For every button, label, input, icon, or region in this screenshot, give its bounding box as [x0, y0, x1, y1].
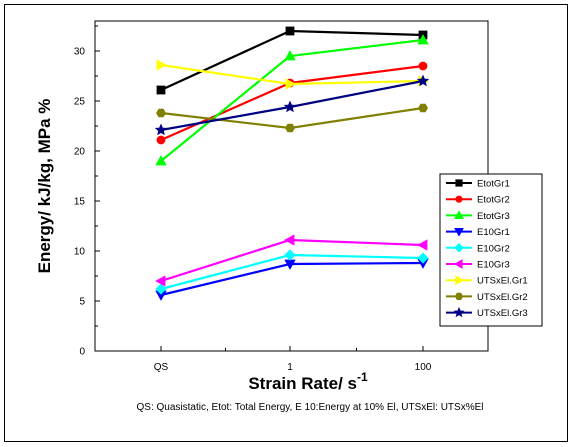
legend-item: EtotGr3	[446, 210, 510, 222]
data-point-marker	[417, 239, 428, 251]
x-tick-label: 100	[415, 362, 432, 373]
legend-item: UTSxEl.Gr1	[446, 275, 528, 287]
x-tick-label: 1	[287, 362, 293, 373]
data-point-marker	[155, 155, 167, 166]
y-tick-label: 5	[79, 297, 85, 308]
y-tick-label: 30	[74, 47, 86, 58]
data-point-marker	[285, 78, 296, 90]
legend-label: E10Gr1	[477, 227, 510, 238]
legend-label: UTSxEl.Gr1	[477, 276, 528, 287]
legend-item: E10Gr1	[446, 227, 510, 238]
series-utsxel-gr1	[156, 59, 429, 90]
legend-label: UTSxEl.Gr3	[477, 308, 528, 319]
legend-label: E10Gr3	[477, 260, 510, 271]
legend-label: EtotGr3	[477, 211, 510, 222]
data-point-marker	[155, 283, 167, 295]
data-point-marker	[416, 74, 430, 87]
legend-item: EtotGr2	[446, 195, 510, 206]
data-point-marker	[418, 103, 428, 113]
data-point-marker	[285, 123, 295, 133]
data-point-marker	[285, 26, 295, 36]
plot-area	[94, 20, 489, 352]
data-point-marker	[284, 249, 296, 261]
footnote: QS: Quasistatic, Etot: Total Energy, E 1…	[137, 402, 484, 413]
y-tick-label: 15	[74, 197, 86, 208]
y-axis-title: Energy/ kJ/kg, MPa %	[35, 99, 54, 274]
data-point-marker	[453, 259, 463, 269]
series-utsxel-gr2	[156, 103, 428, 133]
data-point-marker	[454, 292, 464, 301]
y-tick-label: 20	[74, 147, 86, 158]
x-tick-label: QS	[154, 362, 169, 373]
y-axis: 0 5 10 15 20 25 30	[74, 25, 100, 358]
series-layer	[154, 26, 430, 301]
data-point-marker	[417, 252, 429, 264]
data-point-marker	[417, 34, 429, 45]
x-axis-title-text: Strain Rate/ s	[248, 374, 357, 393]
legend-label: UTSxEl.Gr2	[477, 292, 528, 303]
data-point-marker	[154, 123, 168, 136]
legend-label: EtotGr1	[477, 179, 510, 190]
data-point-marker	[455, 179, 463, 187]
data-point-marker	[284, 234, 295, 246]
data-point-marker	[455, 275, 465, 286]
legend-label: EtotGr2	[477, 195, 510, 206]
series-e10gr1	[155, 258, 429, 301]
data-point-marker	[454, 227, 464, 237]
series-utsxel-gr3	[154, 74, 430, 136]
series-e10gr3	[155, 234, 428, 287]
legend-item: UTSxEl.Gr2	[446, 292, 528, 303]
y-tick-label: 10	[74, 247, 86, 258]
legend-item: UTSxEl.Gr3	[446, 306, 528, 319]
data-point-marker	[455, 195, 463, 203]
y-tick-label: 25	[74, 97, 86, 108]
series-etotgr3	[155, 34, 429, 166]
legend-label: E10Gr2	[477, 243, 510, 254]
data-point-marker	[156, 108, 166, 118]
data-point-marker	[156, 85, 166, 95]
legend-item: EtotGr1	[446, 179, 510, 190]
data-point-marker	[454, 243, 464, 253]
data-point-marker	[454, 210, 464, 220]
legend-item: E10Gr3	[446, 259, 510, 271]
legend-item: E10Gr2	[446, 243, 510, 254]
data-point-marker	[284, 50, 296, 61]
data-point-marker	[156, 59, 167, 71]
x-axis: QS 1 100	[154, 346, 432, 373]
x-axis-title: Strain Rate/ s-1	[248, 370, 368, 393]
data-point-marker	[453, 306, 465, 318]
series-e10gr2	[155, 249, 429, 295]
y-tick-label: 0	[79, 347, 85, 358]
data-point-marker	[283, 100, 297, 113]
legend-items: EtotGr1 EtotGr2 EtotGr3 E10Gr1 E10Gr2 E10Gr3 U…	[446, 179, 528, 319]
x-axis-title-exponent: -1	[357, 370, 368, 384]
legend: EtotGr1 EtotGr2 EtotGr3 E10Gr1 E10Gr2 E10Gr3 U…	[439, 173, 543, 327]
data-point-marker	[418, 61, 428, 71]
data-point-marker	[156, 135, 166, 145]
data-point-marker	[155, 275, 166, 287]
